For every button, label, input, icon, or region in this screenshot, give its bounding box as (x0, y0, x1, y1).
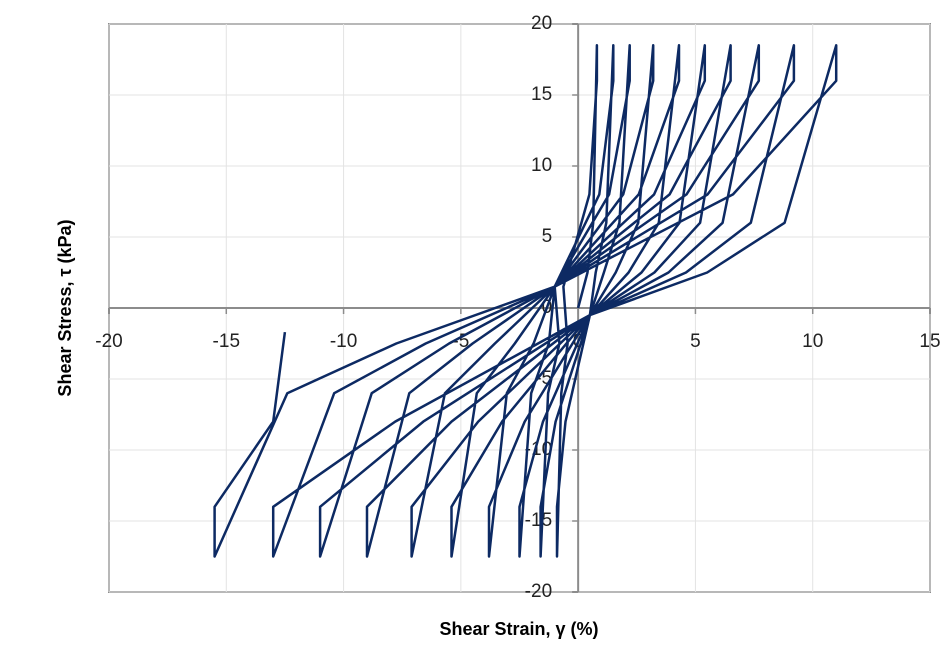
x-tick-label: 10 (802, 331, 823, 352)
x-axis-title: Shear Strain, γ (%) (439, 619, 598, 639)
y-tick-label: -15 (525, 510, 552, 531)
x-tick-label: 15 (919, 331, 940, 352)
y-tick-label: 10 (531, 155, 552, 176)
y-axis-title: Shear Stress, τ (kPa) (55, 219, 75, 396)
y-tick-label: 15 (531, 84, 552, 105)
x-tick-label: -10 (330, 331, 357, 352)
hysteresis-line (213, 44, 838, 558)
x-tick-label: -20 (95, 331, 122, 352)
x-tick-label: -15 (213, 331, 240, 352)
y-tick-label: -20 (525, 581, 552, 602)
x-tick-label: 5 (690, 331, 701, 352)
y-tick-label: 5 (542, 226, 553, 247)
y-tick-label: 20 (531, 13, 552, 34)
